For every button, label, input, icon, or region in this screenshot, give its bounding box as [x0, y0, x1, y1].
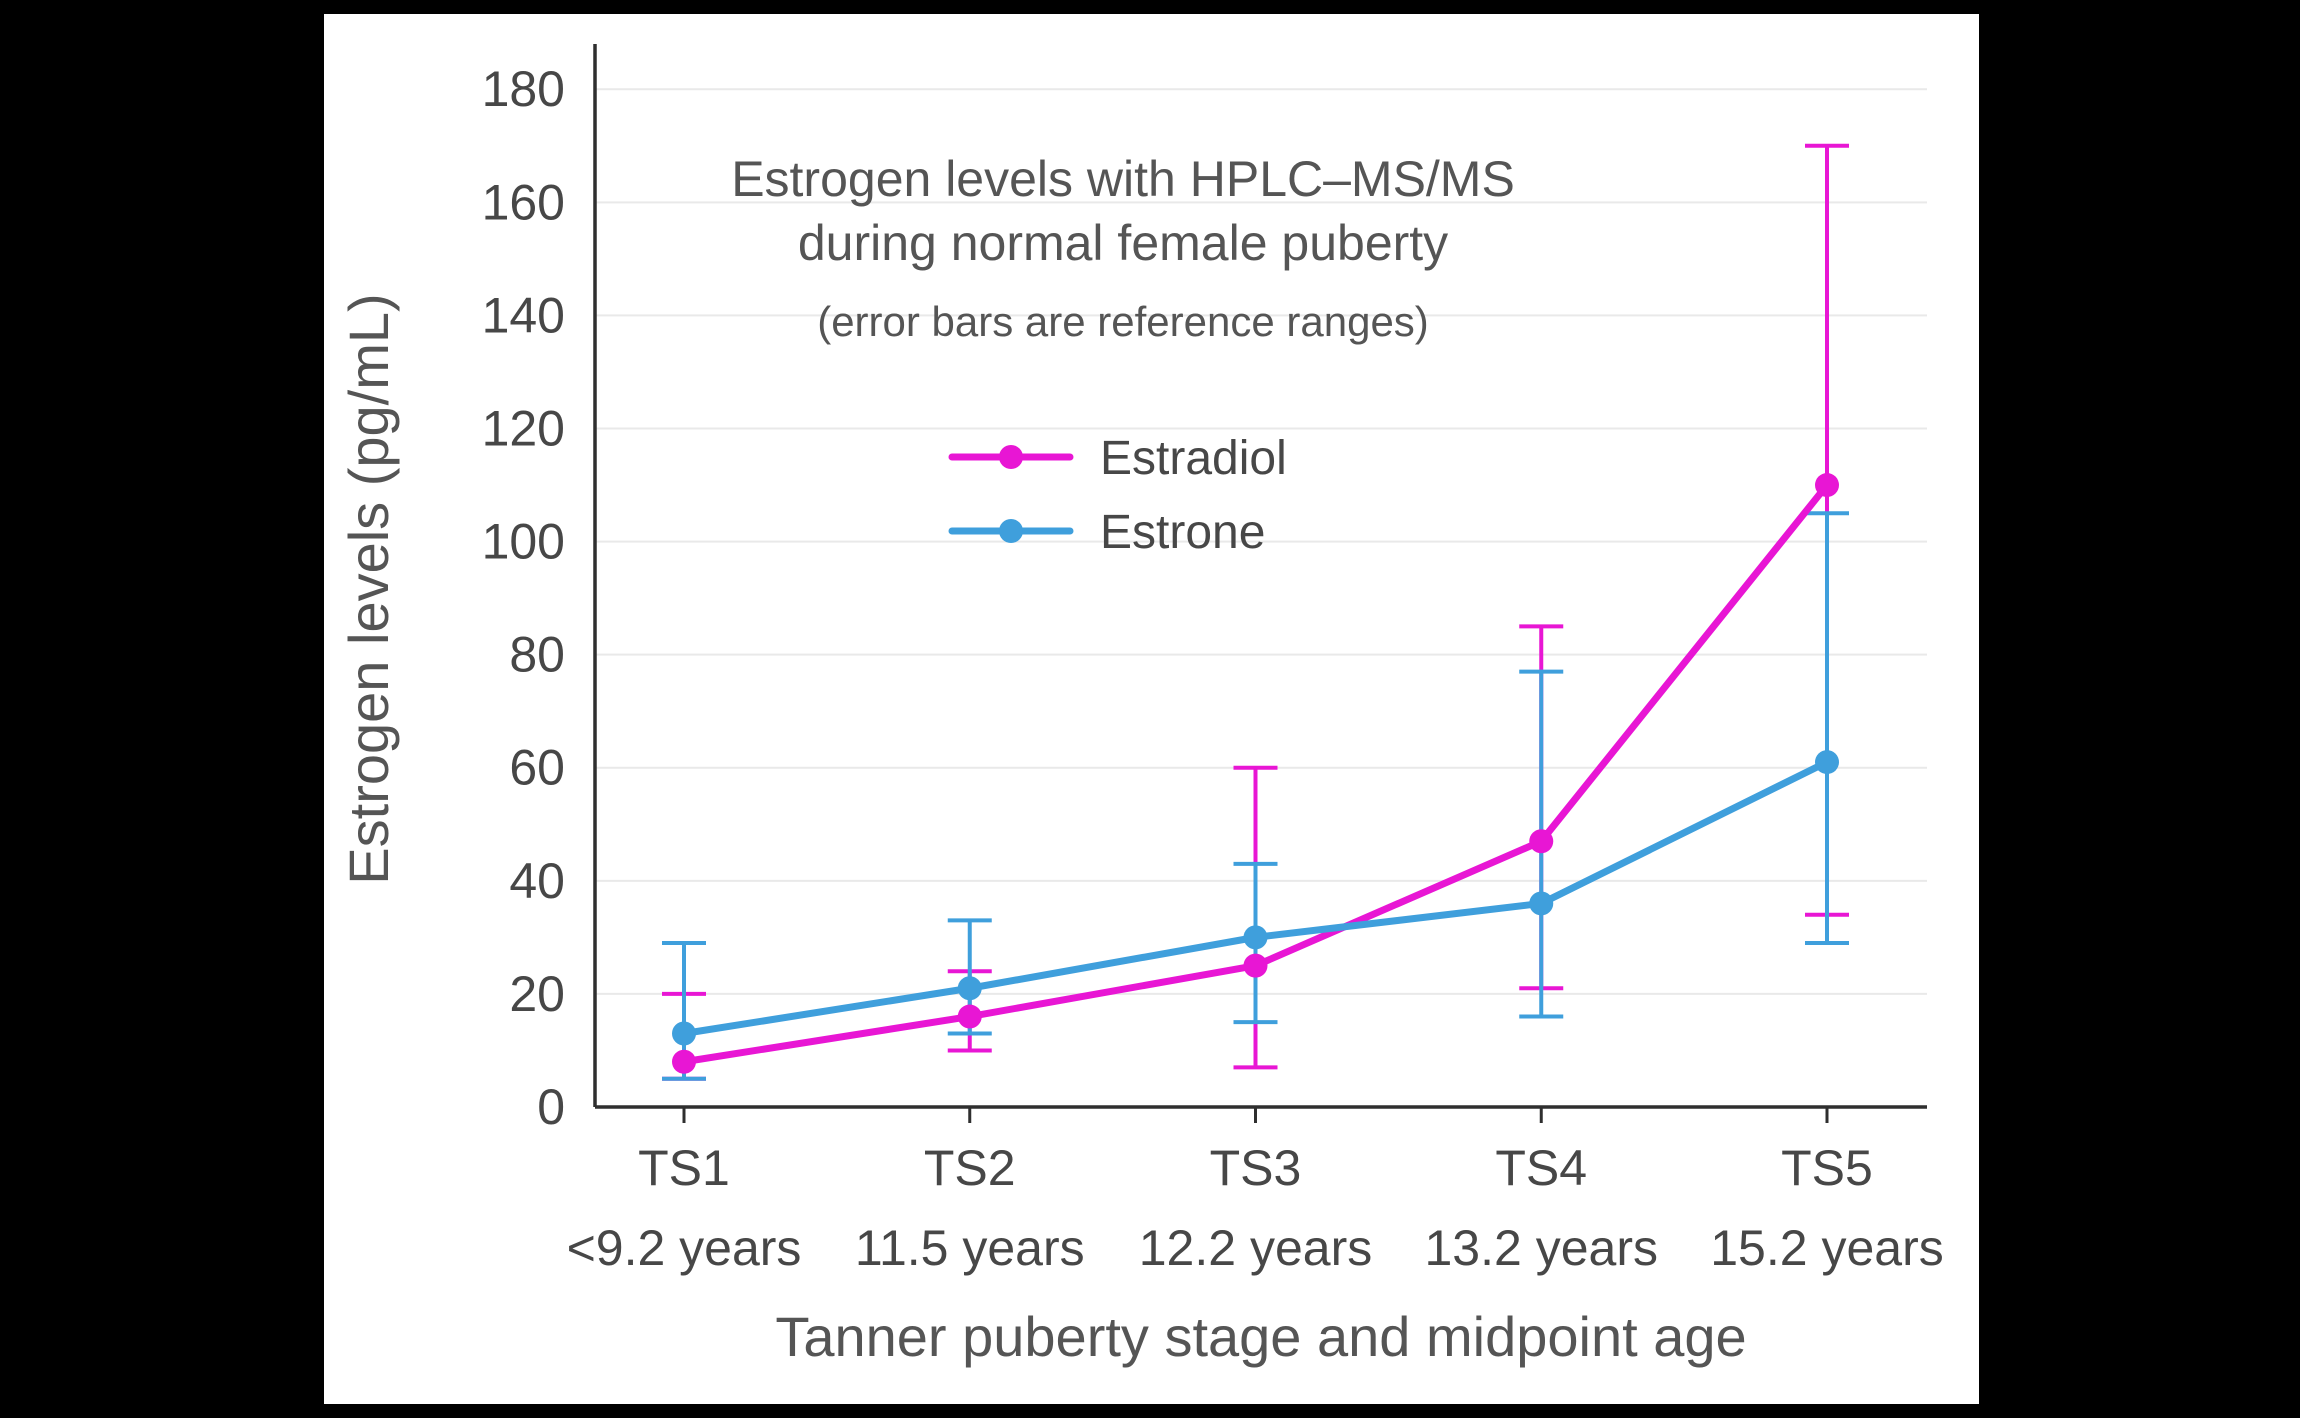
- data-point-estradiol: [1529, 829, 1554, 854]
- y-tick-label: 160: [482, 174, 565, 230]
- legend-marker-estradiol: [999, 445, 1023, 469]
- data-point-estrone: [1815, 750, 1839, 775]
- chart-title-line-2: during normal female puberty: [798, 215, 1448, 271]
- y-tick-label: 180: [482, 61, 565, 117]
- data-point-estradiol: [1243, 953, 1268, 978]
- y-axis-title: Estrogen levels (pg/mL): [337, 293, 400, 884]
- y-tick-label: 20: [509, 966, 565, 1022]
- x-tick-label: TS5: [1781, 1140, 1873, 1196]
- x-axis-title: Tanner puberty stage and midpoint age: [775, 1305, 1746, 1368]
- data-point-estradiol: [1815, 473, 1839, 498]
- chart-title-line-1: Estrogen levels with HPLC–MS/MS: [731, 151, 1515, 207]
- chart-subtitle: (error bars are reference ranges): [817, 298, 1429, 345]
- y-tick-label: 40: [509, 853, 565, 909]
- x-tick-sublabel: 12.2 years: [1139, 1220, 1372, 1276]
- x-tick-sublabel: <9.2 years: [567, 1220, 802, 1276]
- x-tick-label: TS4: [1495, 1140, 1587, 1196]
- chart-panel: 0 20 40 60 80 100 120 140 160 180 TS1 <9.2 years TS2…: [324, 14, 1979, 1404]
- x-tick-label: TS3: [1210, 1140, 1302, 1196]
- y-tick-label: 0: [537, 1079, 565, 1135]
- y-tick-label: 80: [509, 627, 565, 683]
- y-tick-label: 100: [482, 514, 565, 570]
- y-tick-label: 60: [509, 740, 565, 796]
- data-point-estradiol: [957, 1004, 982, 1029]
- legend-marker-estrone: [999, 519, 1023, 543]
- y-tick-label: 120: [482, 400, 565, 456]
- data-point-estrone: [957, 976, 982, 1001]
- x-tick-label: TS1: [638, 1140, 730, 1196]
- x-tick-sublabel: 15.2 years: [1710, 1220, 1943, 1276]
- x-tick-sublabel: 11.5 years: [855, 1220, 1085, 1276]
- data-point-estrone: [672, 1021, 696, 1046]
- data-point-estrone: [1243, 925, 1268, 950]
- x-tick-label: TS2: [924, 1140, 1016, 1196]
- y-tick-label: 140: [482, 287, 565, 343]
- data-point-estradiol: [672, 1049, 696, 1074]
- legend-label-estradiol: Estradiol: [1100, 432, 1287, 485]
- legend-label-estrone: Estrone: [1100, 506, 1265, 559]
- data-point-estrone: [1529, 891, 1554, 916]
- estrogen-puberty-line-chart: 0 20 40 60 80 100 120 140 160 180 TS1 <9.2 years TS2…: [337, 44, 1944, 1368]
- x-tick-sublabel: 13.2 years: [1425, 1220, 1658, 1276]
